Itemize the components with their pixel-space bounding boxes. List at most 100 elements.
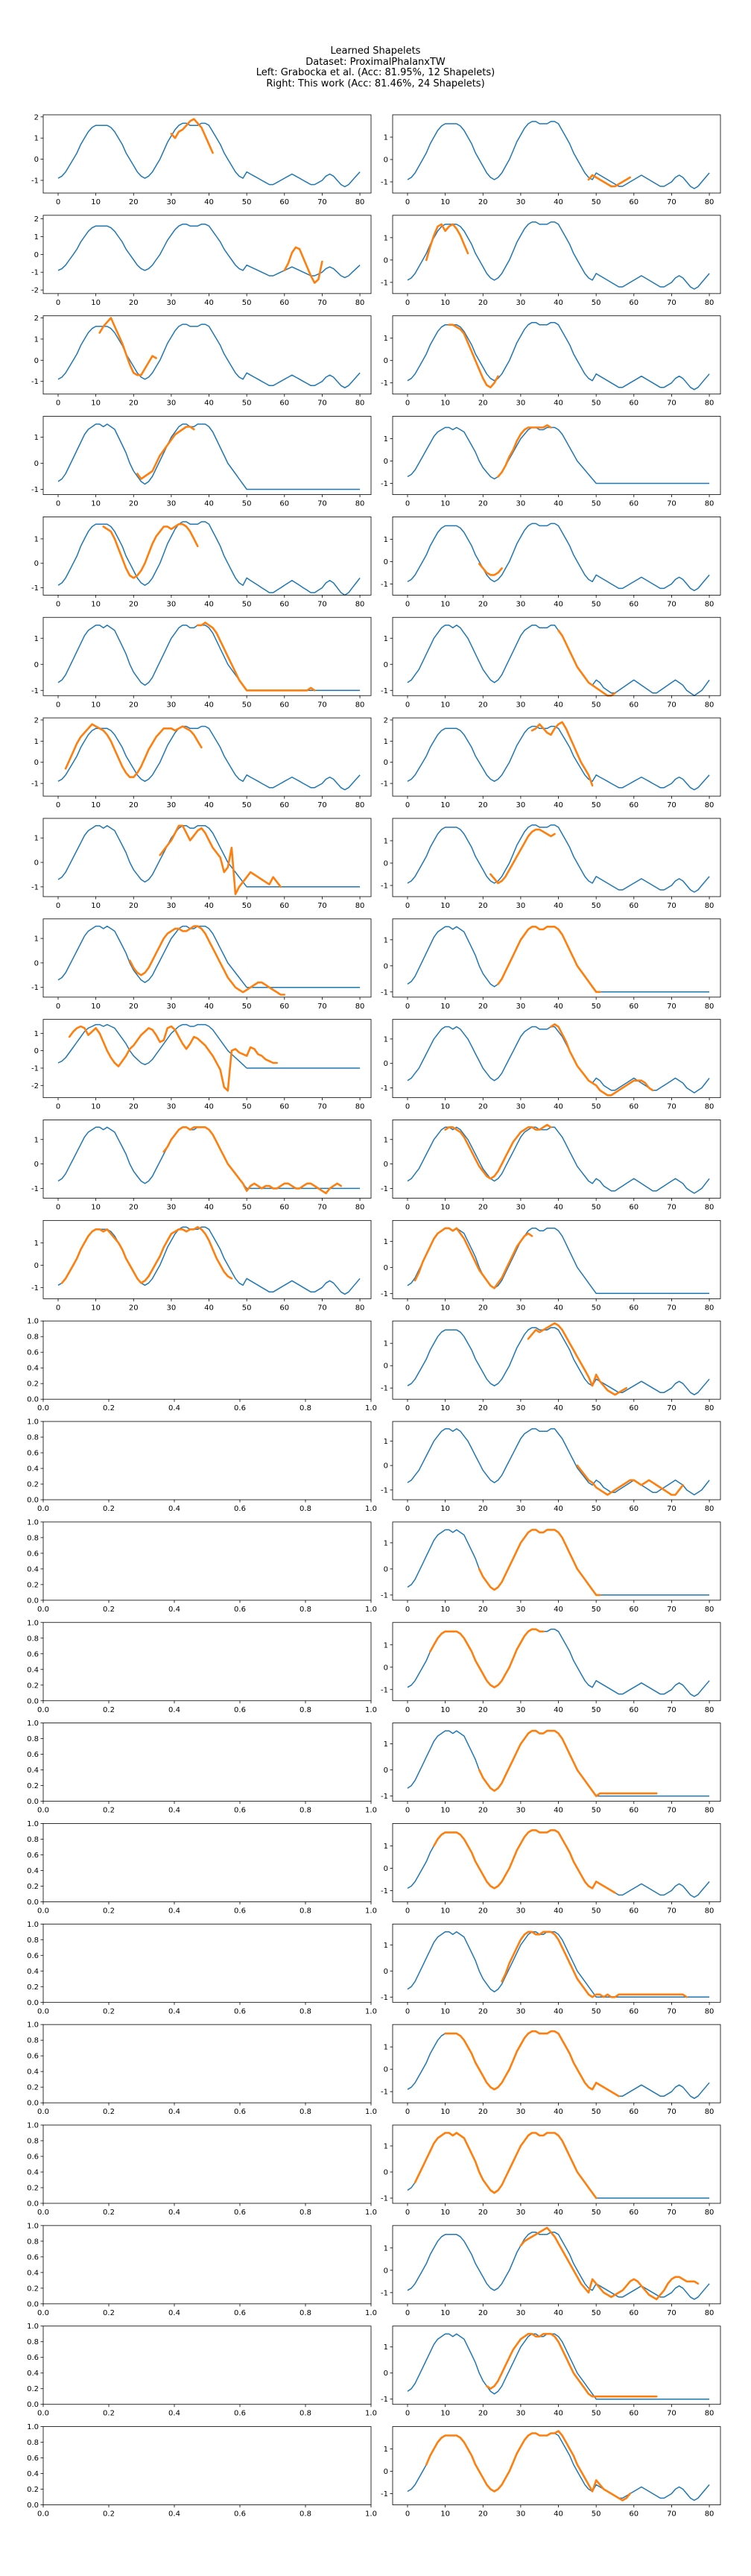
y-tick-label: 1: [384, 2044, 388, 2052]
x-tick-label: 70: [667, 1404, 676, 1412]
y-tick-label: -1: [381, 1185, 388, 1193]
x-tick-label: 40: [554, 1807, 563, 1815]
x-tick-label: 50: [592, 2209, 601, 2217]
subplot-r4-c1: 0 10 20 30 40 50 60 70 80 -1 0 1: [381, 517, 721, 608]
y-tick-label: 0.0: [27, 1697, 39, 1705]
x-tick-label: 20: [129, 1204, 139, 1212]
subplot-r15-c0: 0.0 0.2 0.4 0.6 0.8 1.0 0.0 0.2 0.4 0.6 0.8 1.0: [27, 1619, 377, 1714]
x-tick-label: 50: [592, 801, 601, 809]
shapelet-line: [162, 1126, 343, 1195]
x-tick-label: 20: [129, 600, 139, 608]
x-tick-label: 0: [405, 801, 410, 809]
x-tick-label: 0: [405, 400, 410, 408]
x-tick-label: 40: [554, 1907, 563, 1915]
x-tick-label: 50: [592, 1807, 601, 1815]
shapelet-line: [530, 721, 594, 787]
axes-frame: [392, 416, 721, 495]
y-tick-label: 1: [384, 335, 388, 343]
x-tick-label: 60: [629, 2410, 638, 2418]
x-tick-label: 10: [440, 902, 450, 910]
subplot-r4-c0: 0 10 20 30 40 50 60 70 80 -1 0 1: [31, 517, 372, 608]
shapelet-line: [576, 1464, 684, 1496]
x-tick-label: 40: [204, 299, 214, 307]
axes-frame: [42, 2326, 372, 2405]
shapelet-line: [413, 1227, 533, 1289]
x-tick-label: 60: [629, 1505, 638, 1513]
x-tick-label: 70: [667, 1505, 676, 1513]
y-tick-label: 0: [384, 1264, 388, 1272]
y-tick-label: 1: [384, 1136, 388, 1144]
x-tick-label: 0.8: [300, 1505, 311, 1513]
y-tick-label: 1: [384, 2143, 388, 2151]
x-tick-label: 70: [317, 600, 327, 608]
y-tick-label: 0.2: [27, 1883, 39, 1891]
axes-frame: [392, 1923, 721, 2003]
x-tick-label: 0: [56, 400, 60, 408]
y-tick-label: 0.4: [27, 1867, 39, 1875]
x-tick-label: 20: [129, 500, 139, 508]
x-tick-label: 80: [355, 1003, 365, 1011]
axes-frame: [392, 1421, 721, 1500]
subplot-r15-c1: 0 10 20 30 40 50 60 70 80 -1 0 1: [381, 1622, 721, 1714]
y-tick-label: 0.0: [27, 1798, 39, 1806]
y-tick-label: 0: [34, 560, 39, 568]
y-tick-label: 1: [384, 1942, 388, 1950]
time-series-line: [407, 1126, 710, 1194]
x-tick-label: 1.0: [365, 1606, 377, 1614]
y-tick-label: 0: [384, 2169, 388, 2177]
x-tick-label: 0: [405, 1204, 410, 1212]
y-tick-label: 0.0: [27, 1898, 39, 1907]
subplot-r12-c1: 0 10 20 30 40 50 60 70 80 -1 0 1: [381, 1320, 721, 1412]
time-series-line: [407, 426, 710, 484]
y-tick-label: -1: [31, 687, 39, 695]
axes-frame: [392, 818, 721, 897]
x-tick-label: 70: [667, 1103, 676, 1111]
x-tick-label: 80: [705, 1103, 714, 1111]
x-tick-label: 0: [405, 1606, 410, 1614]
y-tick-label: 2: [34, 113, 39, 121]
subplot-r21-c0: 0.0 0.2 0.4 0.6 0.8 1.0 0.0 0.2 0.4 0.6 0.8 1.0: [27, 2222, 377, 2317]
x-tick-label: 0: [405, 1103, 410, 1111]
y-tick-label: 0.4: [27, 2269, 39, 2277]
y-tick-label: 1: [34, 635, 39, 643]
time-series-line: [57, 925, 361, 988]
x-tick-label: 1.0: [365, 1404, 377, 1412]
x-tick-label: 70: [317, 299, 327, 307]
x-tick-label: 0: [405, 1807, 410, 1815]
y-tick-label: -1: [381, 882, 388, 890]
x-tick-label: 0.6: [234, 1505, 246, 1513]
x-tick-label: 0.0: [37, 1907, 49, 1915]
x-tick-label: 30: [516, 299, 526, 307]
x-tick-label: 0.0: [37, 1706, 49, 1714]
x-tick-label: 80: [705, 2510, 714, 2519]
shapelet-line: [170, 118, 214, 154]
x-tick-label: 40: [204, 198, 214, 206]
subplot-r8-c1: 0 10 20 30 40 50 60 70 80 -1 0 1: [381, 918, 721, 1011]
y-tick-label: 1: [384, 1340, 388, 1348]
subplot-r1-c0: 0 10 20 30 40 50 60 70 80 -2 -1 0 1 2: [31, 215, 372, 307]
y-tick-label: 1: [384, 936, 388, 944]
x-tick-label: 50: [242, 902, 252, 910]
y-tick-label: 0: [384, 558, 388, 566]
x-tick-label: 60: [629, 500, 638, 508]
x-tick-label: 0.4: [168, 2410, 180, 2418]
x-tick-label: 0.8: [300, 2007, 311, 2015]
title-line-3: Left: Grabocka et al. (Acc: 81.95%, 12 S…: [256, 67, 495, 78]
y-tick-label: 1.0: [27, 1418, 39, 1427]
x-tick-label: 20: [478, 1204, 488, 1212]
x-tick-label: 0.8: [300, 1907, 311, 1915]
y-tick-label: 2: [34, 315, 39, 323]
axes-frame: [42, 215, 372, 294]
y-tick-label: 0.0: [27, 1396, 39, 1404]
y-tick-label: 0: [34, 661, 39, 669]
shapelet-line: [283, 246, 323, 284]
x-tick-label: 0.4: [168, 1606, 180, 1614]
y-tick-label: 1: [384, 2343, 388, 2352]
axes-frame: [392, 918, 721, 998]
x-tick-label: 50: [242, 400, 252, 408]
shapelet-line: [68, 1025, 279, 1092]
y-tick-label: 0: [384, 962, 388, 970]
y-tick-label: 0.2: [27, 2385, 39, 2393]
time-series-line: [407, 1327, 710, 1395]
x-tick-label: 30: [516, 1304, 526, 1312]
